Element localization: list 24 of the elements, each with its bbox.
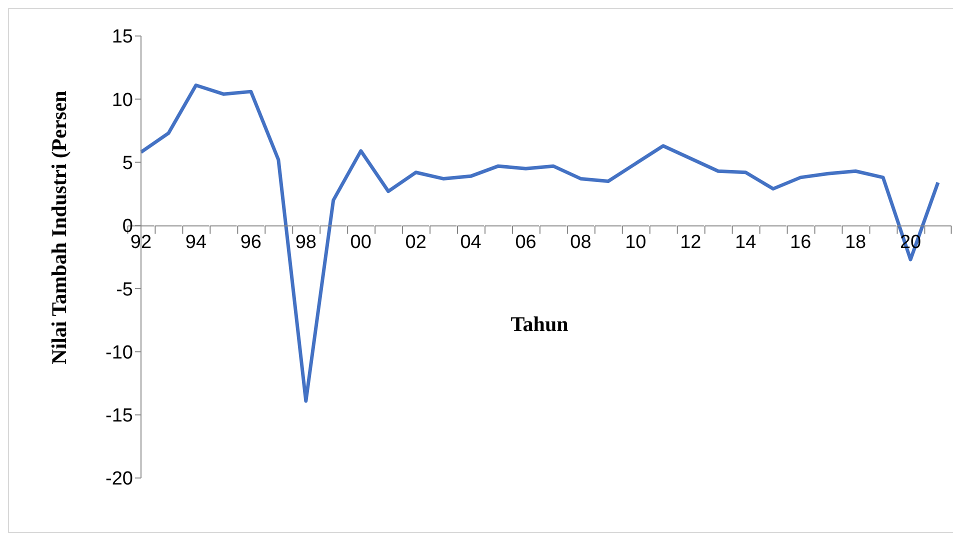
y-axis-title: Nilai Tambah Industri (Persen <box>47 90 71 364</box>
x-tick-label: 06 <box>515 232 536 253</box>
y-tick-label: 5 <box>122 153 133 174</box>
x-tick-label: 00 <box>350 232 372 253</box>
y-tick-label: -10 <box>106 342 133 364</box>
y-tick-label: 0 <box>122 216 133 238</box>
x-tick-label: 04 <box>460 232 482 253</box>
y-tick-label: 10 <box>112 90 133 111</box>
x-tick-label: 98 <box>295 232 316 253</box>
x-tick-label: 18 <box>844 232 866 253</box>
x-tick-label: 08 <box>570 232 592 253</box>
x-tick-label: 02 <box>405 232 426 253</box>
y-tick-label: -5 <box>116 279 133 300</box>
x-tick-label: 92 <box>130 232 152 253</box>
x-tick-label: 12 <box>680 232 702 253</box>
x-tick-label: 94 <box>185 232 207 253</box>
x-tick-label: 14 <box>735 232 757 253</box>
x-tick-label: 16 <box>790 232 812 253</box>
y-tick-label: 15 <box>112 26 133 48</box>
y-tick-label: -15 <box>106 406 133 427</box>
y-tick-label: -20 <box>106 468 133 490</box>
x-tick-label: 10 <box>625 232 646 253</box>
x-axis-title: Tahun <box>510 312 569 336</box>
x-tick-label: 96 <box>240 232 262 253</box>
